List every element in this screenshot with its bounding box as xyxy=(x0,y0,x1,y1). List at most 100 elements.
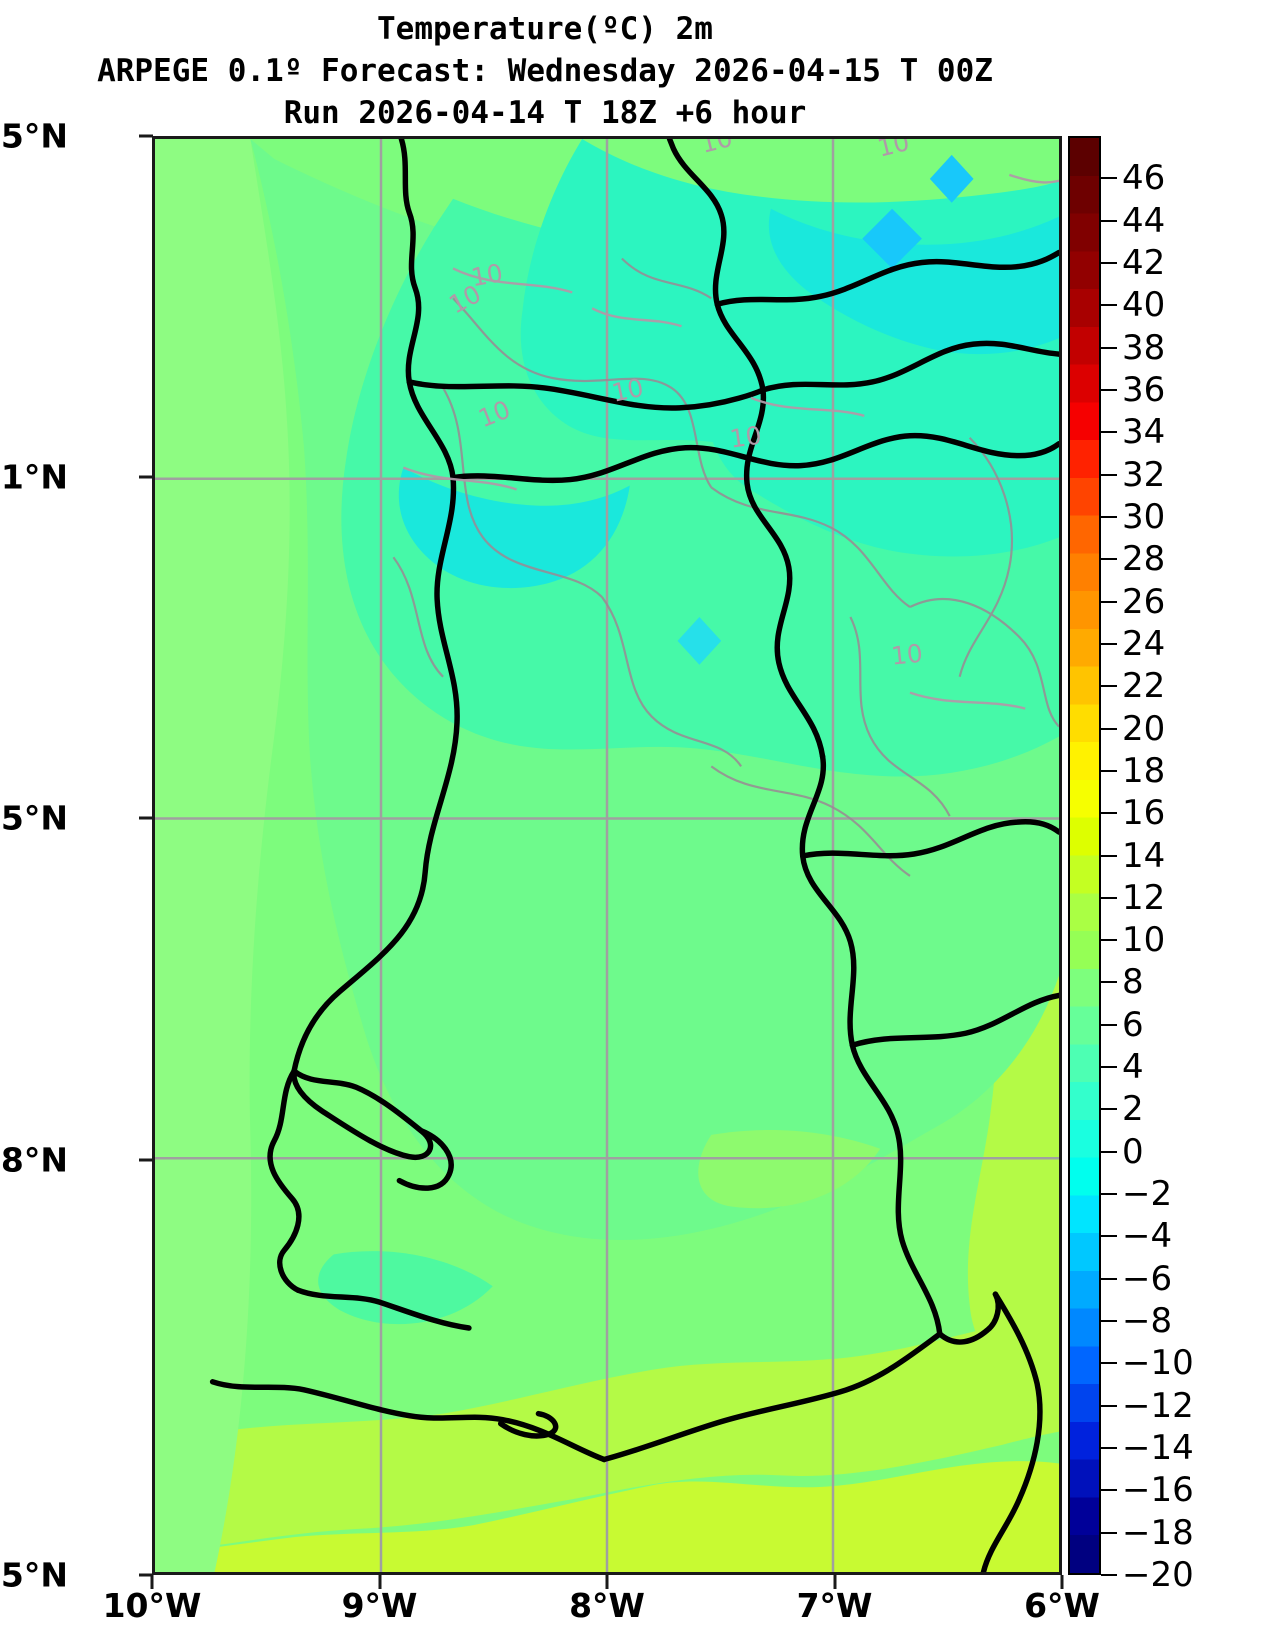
y-axis-label-1: 41°N xyxy=(0,457,68,497)
colorbar-tick-label: −2 xyxy=(1122,1174,1173,1215)
colorbar-tick xyxy=(1101,1320,1117,1323)
colorbar-tick xyxy=(1101,981,1117,984)
colorbar-tick xyxy=(1101,1362,1117,1365)
colorbar-tick xyxy=(1101,473,1117,476)
colorbar-tick xyxy=(1101,812,1117,815)
colorbar-tick xyxy=(1101,431,1117,434)
colorbar-tick xyxy=(1101,1150,1117,1153)
colorbar-tick xyxy=(1101,896,1117,899)
colorbar-tick xyxy=(1101,1235,1117,1238)
colorbar-tick xyxy=(1101,769,1117,772)
x-tick xyxy=(378,1575,381,1589)
x-tick xyxy=(1060,1575,1064,1589)
colorbar-tick-label: 40 xyxy=(1122,285,1166,326)
colorbar-tick xyxy=(1101,1574,1117,1576)
colorbar-tick xyxy=(1101,600,1117,603)
field-8c-b xyxy=(705,350,1059,557)
colorbar-tick-label: 38 xyxy=(1122,327,1166,368)
y-tick xyxy=(139,475,153,479)
colorbar-tick-label: 10 xyxy=(1122,920,1166,961)
field-ocean xyxy=(155,139,290,1572)
colorbar-tick xyxy=(1101,219,1117,222)
colorbar-tick-label: 4 xyxy=(1122,1047,1144,1088)
colorbar-tick-label: 12 xyxy=(1122,877,1166,918)
colorbar-tick-label: −8 xyxy=(1122,1301,1173,1342)
contour-label: 10 xyxy=(728,420,763,453)
colorbar-tick xyxy=(1101,1108,1117,1111)
y-axis-label-4: 36.5°N xyxy=(0,1555,68,1595)
contour-label: 10 xyxy=(609,373,646,408)
colorbar-tick-label: 6 xyxy=(1122,1004,1144,1045)
field-6c xyxy=(768,208,1059,355)
temperature-colorbar[interactable] xyxy=(1068,136,1101,1575)
x-axis-label-3: 7°W xyxy=(796,1586,873,1625)
colorbar-tick-label: 14 xyxy=(1122,835,1166,876)
colorbar-tick-label: 0 xyxy=(1122,1131,1144,1172)
x-tick xyxy=(605,1575,609,1589)
x-axis-label-2: 8°W xyxy=(569,1586,645,1625)
field-6c-b xyxy=(398,467,630,589)
page-title: Temperature(ºC) 2m xyxy=(377,11,713,47)
colorbar-tick-label: −14 xyxy=(1122,1428,1194,1469)
colorbar-tick xyxy=(1101,1447,1117,1450)
colorbar-tick xyxy=(1101,1193,1117,1196)
colorbar-tick-label: 36 xyxy=(1122,369,1166,410)
x-tick xyxy=(833,1575,836,1589)
colorbar-tick-label: 24 xyxy=(1122,623,1166,664)
colorbar-tick-label: 2 xyxy=(1122,1089,1144,1130)
colorbar-tick xyxy=(1101,261,1117,264)
y-axis-label-2: 39.5°N xyxy=(0,798,68,838)
colorbar-tick-label: 26 xyxy=(1122,581,1166,622)
temperature-map-plot[interactable]: 10 10 10 10 10 10 10 10 xyxy=(152,136,1062,1575)
y-axis-label-3: 38°N xyxy=(0,1140,68,1179)
colorbar-tick xyxy=(1101,1023,1117,1026)
field-4c-1 xyxy=(929,154,974,203)
colorbar-tick-label: −4 xyxy=(1122,1216,1173,1257)
x-axis-label-4: 6°W xyxy=(1024,1586,1100,1625)
colorbar-tick xyxy=(1101,558,1117,561)
colorbar-tick-label: 20 xyxy=(1122,708,1166,749)
contour-label: 10 xyxy=(875,139,913,163)
x-tick xyxy=(150,1575,154,1589)
field-11c-pocket xyxy=(318,1251,493,1325)
x-axis-label-0: 10°W xyxy=(102,1586,202,1625)
colorbar-tick xyxy=(1101,727,1117,730)
colorbar-tick-label: 28 xyxy=(1122,539,1166,580)
colorbar-tick xyxy=(1101,388,1117,391)
colorbar-tick-label: −16 xyxy=(1122,1470,1194,1511)
colorbar-tick-label: 16 xyxy=(1122,793,1166,834)
colorbar-tick-label: −10 xyxy=(1122,1343,1194,1384)
colorbar-tick xyxy=(1101,685,1117,688)
isotherm-contours xyxy=(402,173,1059,710)
run-subtitle: Run 2026-04-14 T 18Z +6 hour xyxy=(283,95,807,131)
colorbar-tick-label: −6 xyxy=(1122,1258,1173,1299)
colorbar-tick xyxy=(1101,1404,1117,1407)
chart-title-block: Temperature(ºC) 2m ARPEGE 0.1º Forecast:… xyxy=(0,0,1090,134)
contour-label: 10 xyxy=(890,639,924,671)
colorbar-tick-label: −18 xyxy=(1122,1512,1194,1553)
contour-label: 10 xyxy=(469,258,505,292)
field-13c-pocket xyxy=(698,1130,881,1209)
colorbar-tick-label: 8 xyxy=(1122,962,1144,1003)
field-4c-2 xyxy=(862,208,922,269)
colorbar-tick xyxy=(1101,1489,1117,1492)
colorbar-tick-label: 34 xyxy=(1122,412,1166,453)
colorbar-tick xyxy=(1101,177,1117,180)
map-canvas: 10 10 10 10 10 10 10 10 xyxy=(155,139,1059,1572)
colorbar-tick-label: 18 xyxy=(1122,750,1166,791)
colorbar-tick xyxy=(1101,1277,1117,1280)
y-axis-label-0: 42.5°N xyxy=(0,116,68,156)
colorbar-tick xyxy=(1101,304,1117,307)
colorbar-tick-label: −12 xyxy=(1122,1385,1194,1426)
colorbar-tick-label: 42 xyxy=(1122,242,1166,283)
colorbar-tick-label: −20 xyxy=(1122,1555,1194,1595)
y-tick xyxy=(139,134,153,138)
x-axis-label-1: 9°W xyxy=(341,1586,418,1625)
colorbar-tick xyxy=(1101,1531,1117,1534)
colorbar-tick xyxy=(1101,939,1117,942)
colorbar-tick xyxy=(1101,854,1117,857)
colorbar-tick-label: 46 xyxy=(1122,158,1166,199)
forecast-subtitle: ARPEGE 0.1º Forecast: Wednesday 2026-04-… xyxy=(97,53,993,89)
colorbar-tick xyxy=(1101,1066,1117,1069)
colorbar-tick xyxy=(1101,346,1117,349)
